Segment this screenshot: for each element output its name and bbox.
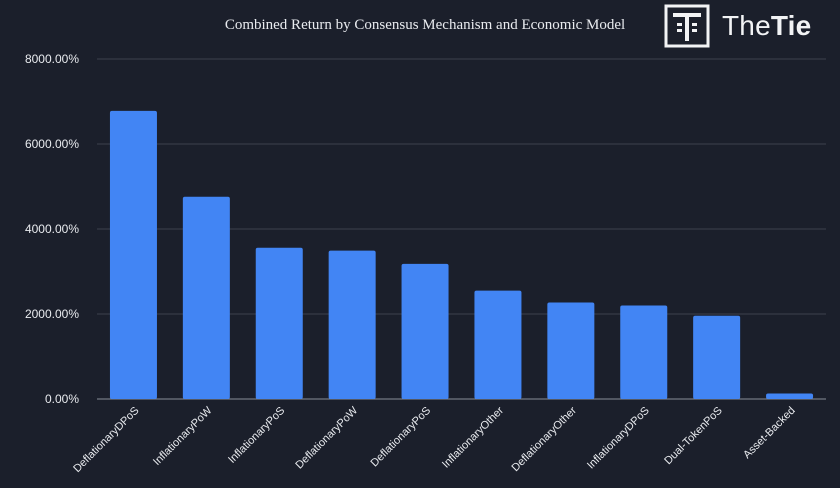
y-tick-label: 8000.00% (25, 52, 79, 66)
the-tie-logo-icon (664, 4, 710, 48)
x-tick-label: DeflationaryPoS (368, 405, 433, 470)
bar (620, 305, 668, 399)
x-axis-ticks: DeflationaryDPoS InflationaryPoW Inflation… (71, 404, 797, 475)
x-tick-label: InflationaryDPoS (585, 405, 652, 472)
bar (328, 250, 376, 399)
brand-name: TheTie (722, 10, 811, 42)
y-tick-label: 2000.00% (25, 307, 79, 321)
y-axis-ticks: 0.00% 2000.00% 4000.00% 6000.00% 8000.00% (25, 52, 79, 406)
x-tick-label: DeflationaryDPoS (71, 405, 141, 475)
chart-title: Combined Return by Consensus Mechanism a… (224, 17, 626, 33)
bar (474, 290, 522, 399)
brand-name-bold: Tie (770, 10, 812, 41)
bar (182, 196, 230, 399)
bar (693, 315, 741, 399)
bar (401, 263, 449, 399)
x-tick-label: DeflationaryPoW (293, 404, 360, 471)
bar (109, 110, 157, 399)
x-tick-label: Asset-Backed (741, 405, 797, 461)
bars (109, 110, 814, 399)
bar (766, 393, 814, 399)
x-tick-label: InflationaryOther (440, 404, 506, 470)
x-tick-label: InflationaryPoW (151, 404, 215, 468)
y-tick-label: 4000.00% (25, 222, 79, 236)
brand-logo: TheTie (664, 4, 811, 48)
bar (547, 302, 595, 399)
y-tick-label: 0.00% (45, 392, 79, 406)
brand-name-light: The (722, 10, 771, 41)
y-tick-label: 6000.00% (25, 137, 79, 151)
x-tick-label: DeflationaryOther (510, 404, 580, 474)
x-tick-label: InflationaryPoS (226, 405, 287, 466)
bar (255, 247, 303, 399)
x-tick-label: Dual-TokenPoS (662, 405, 725, 468)
